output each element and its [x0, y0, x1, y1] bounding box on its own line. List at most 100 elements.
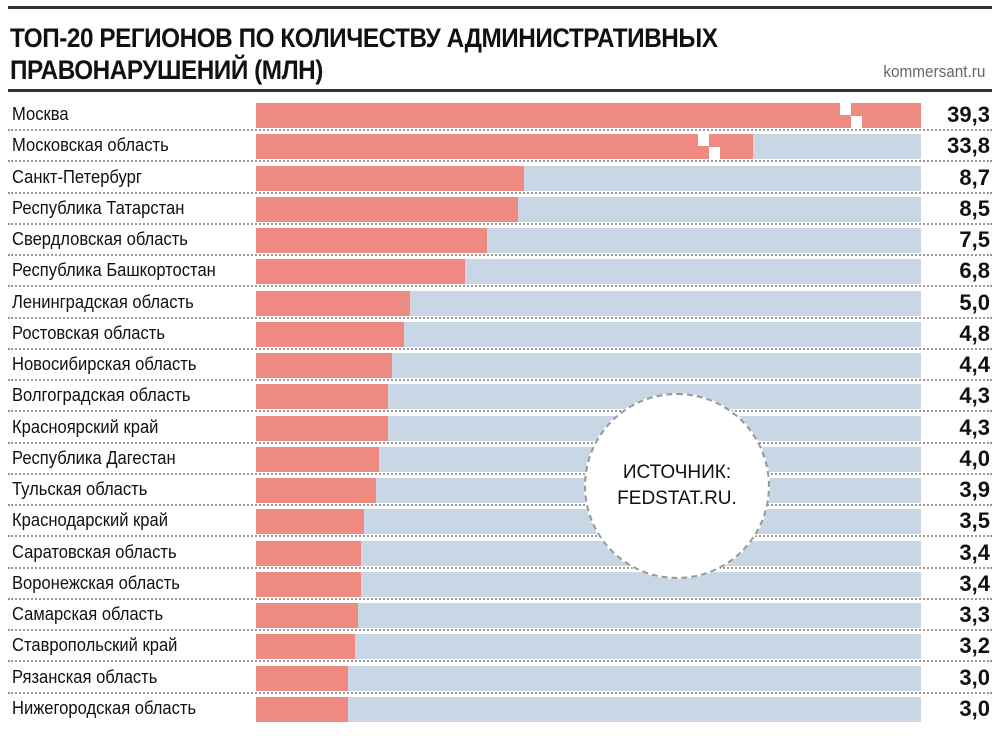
bar-row: Санкт-Петербург 8,7: [8, 163, 992, 194]
category-label: Воронежская область: [12, 572, 180, 593]
row-separator: [8, 597, 992, 600]
annotation-line: FEDSTAT.RU.: [617, 488, 737, 509]
bar: [256, 446, 380, 472]
row-separator: [8, 660, 992, 663]
value-label: 6,8: [959, 258, 990, 284]
row-separator: [8, 347, 992, 350]
source-site: kommersant.ru: [882, 62, 985, 81]
bar: [256, 634, 355, 660]
bar: [256, 353, 392, 378]
bar-track: [256, 571, 921, 597]
value-label: 4,4: [959, 352, 990, 377]
bar-track: [256, 228, 921, 253]
bar: [256, 259, 466, 285]
bar: [256, 415, 389, 441]
bar-row: Саратовская область 3,4: [8, 538, 992, 569]
category-label: Самарская область: [12, 604, 164, 624]
bar: [256, 478, 377, 503]
bar: [256, 103, 921, 128]
bar-row: Республика Татарстан 8,5: [8, 194, 992, 225]
bar-row: Рязанская область 3,0: [8, 663, 992, 694]
bar: [256, 603, 358, 628]
value-label: 39,3: [947, 102, 990, 127]
axis-break-mark: [840, 103, 851, 115]
category-label: Республика Татарстан: [12, 197, 185, 218]
bar: [256, 165, 524, 191]
bar-row: Московская область 33,8: [8, 131, 992, 163]
bar-row: Свердловская область 7,5: [8, 225, 992, 256]
source-annotation: ИСТОЧНИК: FEDSTAT.RU.: [584, 393, 770, 579]
bar-track: [256, 509, 921, 535]
category-label: Ставропольский край: [12, 635, 178, 656]
value-label: 7,5: [959, 227, 990, 252]
category-label: Ростовская область: [12, 322, 166, 343]
row-separator: [8, 254, 992, 256]
value-label: 4,3: [959, 414, 990, 440]
category-label: Красноярский край: [12, 416, 159, 437]
row-separator: [8, 566, 992, 569]
value-label: 8,7: [959, 164, 990, 190]
row-separator: [8, 379, 992, 381]
category-label: Саратовская область: [12, 541, 177, 562]
row-separator: [8, 504, 992, 506]
bar-track: [256, 384, 921, 410]
bar-row: Ставропольский край 3,2: [8, 631, 992, 663]
bar: [256, 696, 349, 722]
value-label: 3,4: [959, 539, 990, 565]
bar-row: Москва 39,3: [8, 100, 992, 131]
bar-row: Воронежская область 3,4: [8, 569, 992, 600]
header-rule: [8, 89, 992, 92]
value-label: 4,8: [959, 320, 990, 346]
bar-row: Новосибирская область 4,4: [8, 350, 992, 381]
annotation-line: ИСТОЧНИК:: [622, 462, 732, 483]
bar-row: Ростовская область 4,8: [8, 319, 992, 350]
axis-break-mark: [851, 116, 862, 128]
row-separator: [8, 222, 992, 225]
bar-row: Тульская область 3,9: [8, 475, 992, 506]
bar: [256, 228, 487, 253]
bar: [256, 196, 518, 222]
row-separator: [8, 441, 992, 444]
category-label: Нижегородская область: [12, 697, 197, 718]
bar-track: [256, 290, 921, 316]
value-label: 3,0: [959, 695, 990, 721]
bar-track: [256, 415, 921, 441]
category-label: Рязанская область: [12, 666, 158, 687]
bar-row: Ленинградская область 5,0: [8, 288, 992, 319]
bar-track: [256, 634, 921, 660]
row-separator: [8, 410, 992, 413]
value-label: 3,2: [959, 633, 990, 659]
bar-row: Красноярский край 4,3: [8, 413, 992, 444]
bar-row: Республика Башкортостан 6,8: [8, 256, 992, 288]
category-label: Санкт-Петербург: [12, 166, 142, 187]
category-label: Свердловская область: [12, 229, 188, 249]
bar-track: [256, 603, 921, 628]
bar: [256, 290, 410, 316]
axis-break-mark: [709, 147, 720, 160]
value-label: 5,0: [959, 289, 990, 315]
top-rule: [8, 6, 992, 9]
row-separator: [8, 535, 992, 538]
row-separator: [8, 129, 992, 131]
value-label: 8,5: [959, 195, 990, 221]
bar-row: Краснодарский край 3,5: [8, 506, 992, 538]
bar: [256, 540, 361, 566]
bar: [256, 509, 364, 535]
bar-row: Республика Дагестан 4,0: [8, 444, 992, 475]
row-separator: [8, 285, 992, 288]
category-label: Московская область: [12, 135, 169, 156]
value-label: 33,8: [947, 133, 990, 159]
value-label: 4,0: [959, 445, 990, 471]
bar-track: [256, 103, 921, 128]
category-label: Краснодарский край: [12, 510, 168, 531]
bar-track: [256, 165, 921, 191]
bar-track: [256, 259, 921, 285]
row-separator: [8, 691, 992, 694]
bar-track: [256, 696, 921, 722]
category-label: Москва: [12, 104, 69, 124]
row-separator: [8, 629, 992, 631]
category-label: Новосибирская область: [12, 354, 197, 374]
chart-title: ТОП-20 РЕГИОНОВ ПО КОЛИЧЕСТВУ АДМИНИСТРА…: [10, 23, 718, 85]
value-label: 3,5: [959, 508, 990, 534]
